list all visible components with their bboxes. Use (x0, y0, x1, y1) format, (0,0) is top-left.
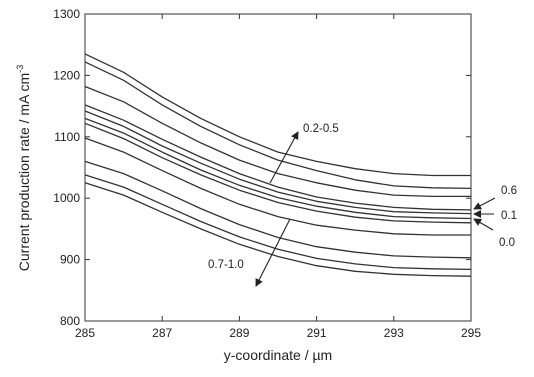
series-line-6 (84, 117, 472, 220)
series-line-1 (84, 53, 471, 177)
annotation-0-2-0-5: 0.2-0.5 (303, 123, 339, 135)
axis-ticks: 285 287 289 291 293 295 800 900 1000 1100 1200 1300 (53, 7, 481, 340)
y-axis-title-sup: -3 (15, 65, 25, 73)
series-group (84, 53, 472, 277)
series-line-5 (84, 110, 472, 215)
arrow-0-0 (473, 218, 494, 231)
y-tick-label-900: 900 (60, 253, 80, 267)
x-tick-label-287: 287 (152, 326, 172, 340)
y-tick-label-1200: 1200 (53, 68, 80, 82)
annotation-0-0: 0.0 (499, 237, 515, 249)
series-line-7 (84, 122, 472, 224)
series-line-9 (84, 160, 472, 259)
arrow-down-diagonal (255, 218, 291, 287)
series-line-10 (84, 174, 472, 271)
y-tick-label-800: 800 (60, 314, 80, 328)
annotation-0-1: 0.1 (501, 210, 517, 222)
y-tick-label-1000: 1000 (53, 191, 80, 205)
y-axis-title-main: Current production rate / mA cm (16, 73, 32, 271)
arrow-0-6 (473, 197, 496, 210)
y-tick-label-1100: 1100 (54, 130, 80, 144)
series-line-3 (84, 85, 471, 198)
series-line-2 (84, 61, 472, 190)
series-line-8 (84, 137, 471, 236)
annotation-0-6: 0.6 (501, 185, 517, 197)
arrow-up-diagonal (269, 131, 299, 184)
series-line-11 (84, 182, 472, 277)
y-tick-label-1300: 1300 (53, 7, 80, 21)
x-tick-label-291: 291 (307, 326, 327, 340)
annotation-0-7-1-0: 0.7-1.0 (208, 259, 244, 271)
series-line-4 (84, 104, 472, 211)
x-axis-title: y-coordinate / µm (224, 347, 332, 363)
x-tick-label-293: 293 (384, 326, 404, 340)
x-tick-label-295: 295 (461, 326, 481, 340)
y-axis-title: Current production rate / mA cm-3 (15, 65, 32, 271)
x-tick-label-289: 289 (229, 326, 249, 340)
x-tick-label-285: 285 (75, 326, 95, 340)
